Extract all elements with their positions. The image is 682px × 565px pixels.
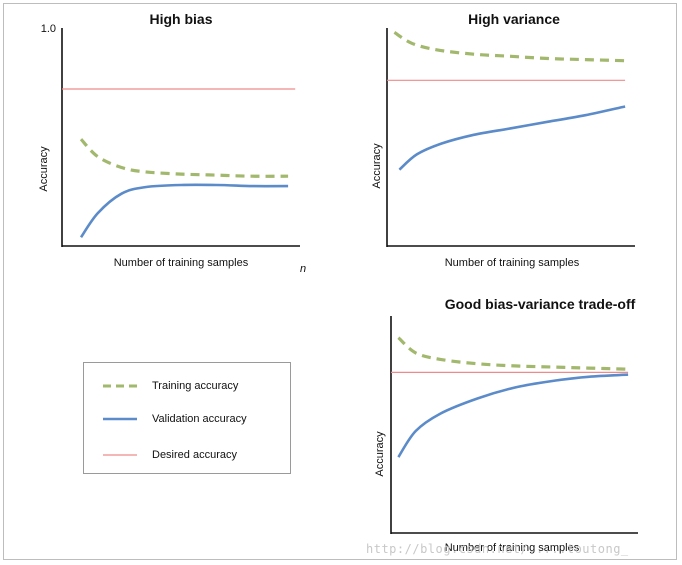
figure-frame: High bias 1.0 Accuracy Number of training s… bbox=[3, 3, 677, 560]
panel-1-xlabel: Number of training samples bbox=[114, 257, 249, 269]
panel-2-validation-accuracy-line bbox=[398, 105, 626, 171]
panel-1-ytick-label: 1.0 bbox=[41, 23, 56, 35]
panel-3-validation-accuracy-line bbox=[397, 373, 629, 458]
legend-item-training: Training accuracy bbox=[102, 378, 238, 394]
legend: Training accuracy Validation accuracy De… bbox=[83, 362, 291, 474]
legend-swatch-desired bbox=[103, 454, 137, 456]
panel-1-x-end-label: n bbox=[300, 263, 306, 275]
legend-swatch-validation bbox=[103, 417, 137, 421]
panel-1-training-accuracy-line bbox=[79, 138, 289, 178]
panel-3-ylabel: Accuracy bbox=[374, 431, 386, 477]
legend-item-desired: Desired accuracy bbox=[102, 447, 237, 463]
panel-2-ylabel: Accuracy bbox=[371, 143, 383, 189]
panel-2-xlabel: Number of training samples bbox=[445, 257, 580, 269]
learning-curve-plots: High bias 1.0 Accuracy Number of training s… bbox=[38, 11, 638, 554]
panel-1-validation-accuracy-line bbox=[79, 183, 289, 239]
watermark: http://blog.csdn.net/.....toutong_ bbox=[366, 542, 629, 556]
legend-label-validation: Validation accuracy bbox=[152, 413, 247, 425]
panel-3-title: Good bias-variance trade-off bbox=[445, 296, 636, 312]
legend-swatch-training bbox=[103, 384, 137, 388]
panel-2-title: High variance bbox=[468, 11, 560, 27]
panel-2-training-accuracy-line bbox=[393, 31, 626, 63]
panel-1-ylabel: Accuracy bbox=[38, 146, 50, 192]
panel-3-xlabel: Number of training samples bbox=[445, 542, 580, 554]
legend-item-validation: Validation accuracy bbox=[102, 411, 247, 427]
legend-label-training: Training accuracy bbox=[152, 380, 239, 392]
panel-3-training-accuracy-line bbox=[397, 336, 629, 371]
legend-label-desired: Desired accuracy bbox=[152, 449, 237, 461]
panel-1-title: High bias bbox=[149, 11, 212, 27]
